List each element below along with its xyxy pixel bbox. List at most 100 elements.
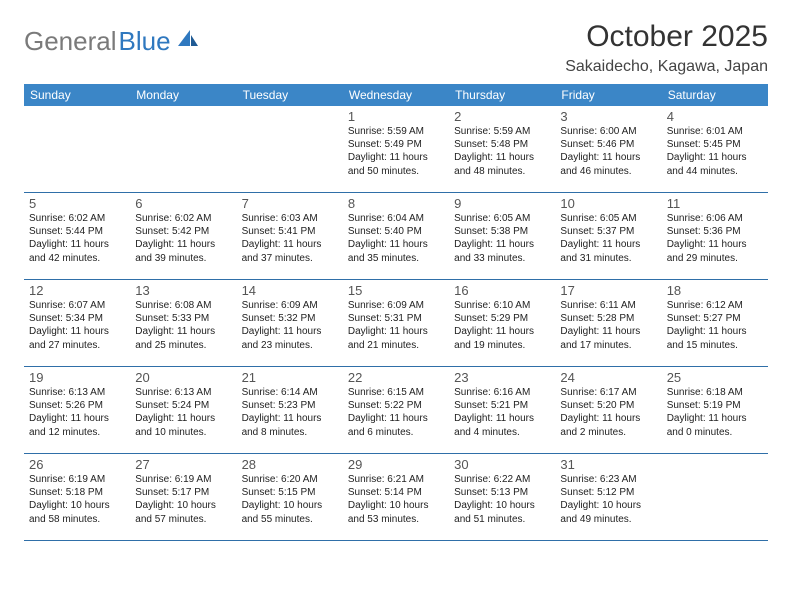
week-row: 26Sunrise: 6:19 AMSunset: 5:18 PMDayligh… (24, 454, 768, 541)
title-block: October 2025 Sakaidecho, Kagawa, Japan (565, 20, 768, 76)
day-sunrise: Sunrise: 6:07 AM (29, 299, 125, 312)
day-sunrise: Sunrise: 6:02 AM (135, 212, 231, 225)
day-number: 13 (135, 283, 231, 298)
day-sunset: Sunset: 5:40 PM (348, 225, 444, 238)
day-cell: 24Sunrise: 6:17 AMSunset: 5:20 PMDayligh… (555, 367, 661, 453)
day-sunrise: Sunrise: 6:15 AM (348, 386, 444, 399)
day-daylight2: and 21 minutes. (348, 339, 444, 352)
day-daylight1: Daylight: 11 hours (135, 412, 231, 425)
day-cell: 25Sunrise: 6:18 AMSunset: 5:19 PMDayligh… (662, 367, 768, 453)
day-sunset: Sunset: 5:26 PM (29, 399, 125, 412)
day-daylight1: Daylight: 11 hours (667, 238, 763, 251)
day-cell: 2Sunrise: 5:59 AMSunset: 5:48 PMDaylight… (449, 106, 555, 192)
day-daylight1: Daylight: 10 hours (560, 499, 656, 512)
day-sunrise: Sunrise: 6:13 AM (29, 386, 125, 399)
day-sunrise: Sunrise: 6:06 AM (667, 212, 763, 225)
day-sunrise: Sunrise: 6:18 AM (667, 386, 763, 399)
day-daylight2: and 17 minutes. (560, 339, 656, 352)
day-cell: 20Sunrise: 6:13 AMSunset: 5:24 PMDayligh… (130, 367, 236, 453)
day-daylight2: and 58 minutes. (29, 513, 125, 526)
day-daylight1: Daylight: 11 hours (454, 151, 550, 164)
day-sunrise: Sunrise: 6:19 AM (135, 473, 231, 486)
day-sunset: Sunset: 5:48 PM (454, 138, 550, 151)
calendar: Sunday Monday Tuesday Wednesday Thursday… (24, 84, 768, 541)
day-number: 1 (348, 109, 444, 124)
day-daylight1: Daylight: 11 hours (242, 238, 338, 251)
dayname-monday: Monday (130, 84, 236, 106)
day-daylight1: Daylight: 10 hours (454, 499, 550, 512)
day-daylight2: and 23 minutes. (242, 339, 338, 352)
day-daylight2: and 2 minutes. (560, 426, 656, 439)
day-sunrise: Sunrise: 6:10 AM (454, 299, 550, 312)
day-cell (237, 106, 343, 192)
day-daylight2: and 31 minutes. (560, 252, 656, 265)
day-daylight1: Daylight: 11 hours (29, 238, 125, 251)
day-cell: 30Sunrise: 6:22 AMSunset: 5:13 PMDayligh… (449, 454, 555, 540)
weeks-container: 1Sunrise: 5:59 AMSunset: 5:49 PMDaylight… (24, 106, 768, 541)
day-daylight1: Daylight: 10 hours (242, 499, 338, 512)
day-number: 30 (454, 457, 550, 472)
day-sunset: Sunset: 5:38 PM (454, 225, 550, 238)
day-number: 26 (29, 457, 125, 472)
day-number: 14 (242, 283, 338, 298)
day-number: 8 (348, 196, 444, 211)
day-daylight2: and 57 minutes. (135, 513, 231, 526)
day-daylight1: Daylight: 11 hours (560, 238, 656, 251)
logo-text-blue: Blue (119, 26, 171, 57)
day-cell: 3Sunrise: 6:00 AMSunset: 5:46 PMDaylight… (555, 106, 661, 192)
day-daylight2: and 33 minutes. (454, 252, 550, 265)
day-daylight2: and 44 minutes. (667, 165, 763, 178)
day-number: 15 (348, 283, 444, 298)
day-daylight1: Daylight: 11 hours (348, 325, 444, 338)
day-daylight1: Daylight: 11 hours (667, 412, 763, 425)
day-sunset: Sunset: 5:46 PM (560, 138, 656, 151)
day-number: 4 (667, 109, 763, 124)
day-cell: 28Sunrise: 6:20 AMSunset: 5:15 PMDayligh… (237, 454, 343, 540)
day-number: 7 (242, 196, 338, 211)
day-daylight2: and 10 minutes. (135, 426, 231, 439)
day-sunset: Sunset: 5:20 PM (560, 399, 656, 412)
day-number: 10 (560, 196, 656, 211)
day-number: 9 (454, 196, 550, 211)
day-cell (662, 454, 768, 540)
day-sunset: Sunset: 5:44 PM (29, 225, 125, 238)
calendar-header-row: Sunday Monday Tuesday Wednesday Thursday… (24, 84, 768, 106)
page-container: GeneralBlue October 2025 Sakaidecho, Kag… (0, 0, 792, 561)
day-daylight2: and 37 minutes. (242, 252, 338, 265)
day-daylight2: and 51 minutes. (454, 513, 550, 526)
week-row: 12Sunrise: 6:07 AMSunset: 5:34 PMDayligh… (24, 280, 768, 367)
day-cell: 18Sunrise: 6:12 AMSunset: 5:27 PMDayligh… (662, 280, 768, 366)
day-cell: 4Sunrise: 6:01 AMSunset: 5:45 PMDaylight… (662, 106, 768, 192)
day-sunset: Sunset: 5:45 PM (667, 138, 763, 151)
day-daylight2: and 12 minutes. (29, 426, 125, 439)
day-cell: 9Sunrise: 6:05 AMSunset: 5:38 PMDaylight… (449, 193, 555, 279)
day-sunset: Sunset: 5:27 PM (667, 312, 763, 325)
dayname-tuesday: Tuesday (237, 84, 343, 106)
day-sunrise: Sunrise: 6:04 AM (348, 212, 444, 225)
day-number: 22 (348, 370, 444, 385)
day-cell: 10Sunrise: 6:05 AMSunset: 5:37 PMDayligh… (555, 193, 661, 279)
day-daylight1: Daylight: 11 hours (560, 151, 656, 164)
day-sunset: Sunset: 5:28 PM (560, 312, 656, 325)
day-daylight2: and 49 minutes. (560, 513, 656, 526)
day-sunset: Sunset: 5:12 PM (560, 486, 656, 499)
day-daylight1: Daylight: 11 hours (667, 325, 763, 338)
day-cell: 21Sunrise: 6:14 AMSunset: 5:23 PMDayligh… (237, 367, 343, 453)
day-sunrise: Sunrise: 6:21 AM (348, 473, 444, 486)
day-number: 20 (135, 370, 231, 385)
day-sunset: Sunset: 5:42 PM (135, 225, 231, 238)
day-sunrise: Sunrise: 6:08 AM (135, 299, 231, 312)
day-number: 19 (29, 370, 125, 385)
day-number: 3 (560, 109, 656, 124)
day-sunrise: Sunrise: 6:02 AM (29, 212, 125, 225)
day-daylight1: Daylight: 10 hours (135, 499, 231, 512)
day-daylight2: and 42 minutes. (29, 252, 125, 265)
day-cell: 14Sunrise: 6:09 AMSunset: 5:32 PMDayligh… (237, 280, 343, 366)
day-daylight1: Daylight: 10 hours (29, 499, 125, 512)
day-number: 2 (454, 109, 550, 124)
day-cell: 31Sunrise: 6:23 AMSunset: 5:12 PMDayligh… (555, 454, 661, 540)
day-cell (130, 106, 236, 192)
day-sunrise: Sunrise: 6:09 AM (242, 299, 338, 312)
day-daylight1: Daylight: 10 hours (348, 499, 444, 512)
day-sunset: Sunset: 5:22 PM (348, 399, 444, 412)
